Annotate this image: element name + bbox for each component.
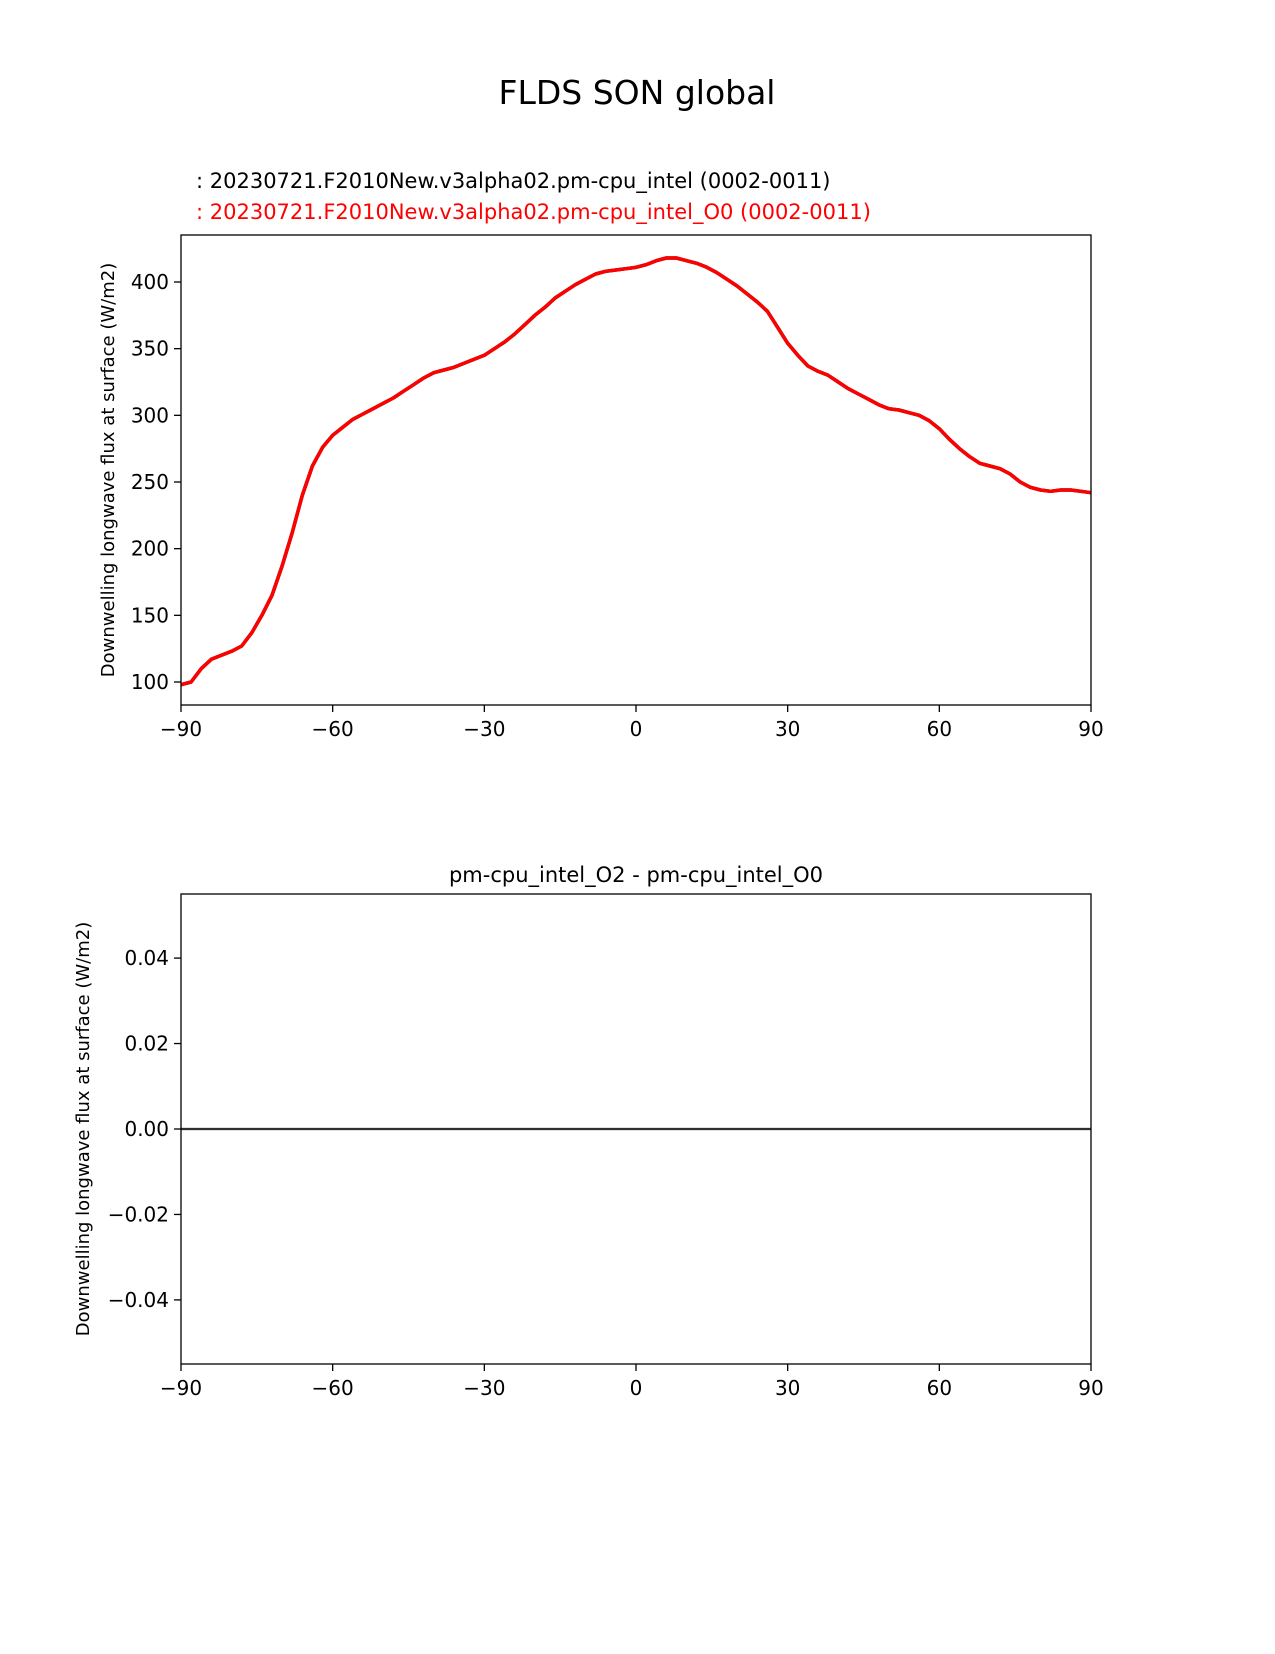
- plot2-ytick-label: −0.04: [108, 1288, 169, 1312]
- figure-title: FLDS SON global: [499, 73, 776, 112]
- plot2-xtick-label: 60: [927, 1376, 952, 1400]
- legend-entry-1: : 20230721.F2010New.v3alpha02.pm-cpu_int…: [196, 169, 831, 194]
- plot1-xtick-label: 60: [927, 717, 952, 741]
- plot1-xtick-label: 30: [775, 717, 800, 741]
- plot1-series-pm-cpu_intel_O0: [180, 256, 1092, 687]
- plot1-xtick-label: −30: [463, 717, 505, 741]
- plot2-xtick-label: −90: [160, 1376, 202, 1400]
- bottom-title: pm-cpu_intel_O2 - pm-cpu_intel_O0: [449, 863, 823, 888]
- plot1-ytick-label: 350: [131, 337, 169, 361]
- top-ylabel: Downwelling longwave flux at surface (W/…: [98, 263, 119, 677]
- plot1-xtick-label: 90: [1078, 717, 1103, 741]
- plot1-xtick-label: −60: [312, 717, 354, 741]
- plot2-xtick-label: −30: [463, 1376, 505, 1400]
- plot1-ytick-label: 200: [131, 537, 169, 561]
- plot2-ytick-label: 0.04: [124, 946, 169, 970]
- legend-entry-2: : 20230721.F2010New.v3alpha02.pm-cpu_int…: [196, 200, 871, 225]
- plot1-series-pm-cpu_intel: [180, 256, 1092, 687]
- plot1-ytick-label: 400: [131, 270, 169, 294]
- plot1-ytick-label: 150: [131, 603, 169, 627]
- plot1-xtick-label: 0: [630, 717, 643, 741]
- plot1-ytick-label: 300: [131, 403, 169, 427]
- plot2-xtick-label: −60: [312, 1376, 354, 1400]
- plot2-ytick-label: 0.02: [124, 1032, 169, 1056]
- plot2-xtick-label: 90: [1078, 1376, 1103, 1400]
- plot1-xtick-label: −90: [160, 717, 202, 741]
- plot2-xtick-label: 30: [775, 1376, 800, 1400]
- plot2-xtick-label: 0: [630, 1376, 643, 1400]
- plot2-ytick-label: −0.02: [108, 1202, 169, 1226]
- plot1-ytick-label: 250: [131, 470, 169, 494]
- bottom-ylabel: Downwelling longwave flux at surface (W/…: [73, 922, 94, 1336]
- plot2-ytick-label: 0.00: [124, 1117, 169, 1141]
- plot1-axes-frame: [180, 234, 1092, 706]
- plot1-ytick-label: 100: [131, 670, 169, 694]
